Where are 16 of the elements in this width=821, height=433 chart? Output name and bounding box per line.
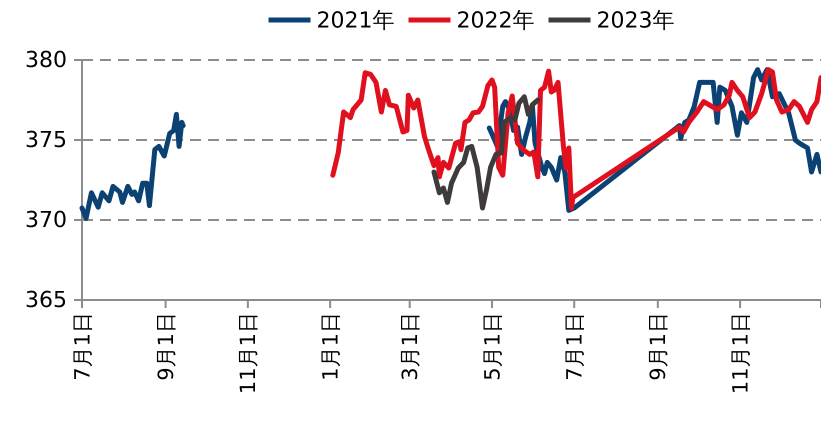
x-tick-label: 3月1日: [398, 312, 422, 381]
legend-label: 2023年: [596, 8, 674, 34]
legend-label: 2022年: [456, 8, 534, 34]
x-tick-label: 11月1日: [728, 312, 752, 394]
y-tick-label: 380: [25, 48, 67, 74]
x-tick-label: 1月1日: [318, 312, 342, 381]
legend-label: 2021年: [316, 8, 394, 34]
y-tick-label: 375: [25, 128, 67, 154]
x-tick-label: 9月1日: [154, 312, 178, 381]
x-tick-label: 7月1日: [70, 312, 94, 381]
x-tick-label: 9月1日: [646, 312, 670, 381]
x-tick-label: 7月1日: [562, 312, 587, 381]
x-tick-label: 11月1日: [236, 312, 260, 394]
y-tick-label: 365: [25, 288, 67, 314]
x-tick-label: 5月1日: [480, 312, 504, 381]
y-tick-label: 370: [25, 208, 67, 234]
